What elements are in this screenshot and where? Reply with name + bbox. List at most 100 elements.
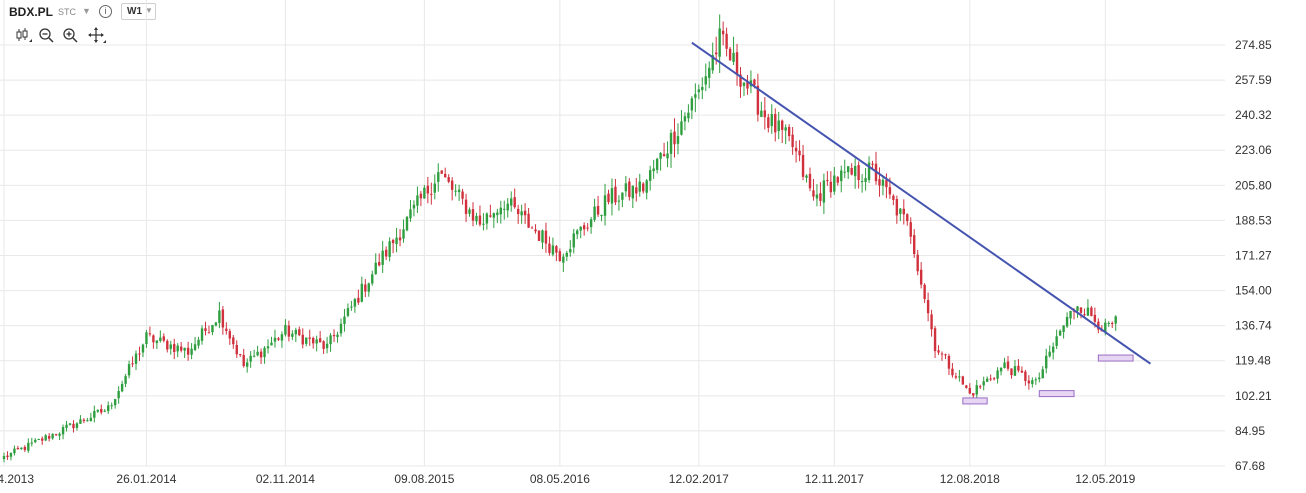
candle-body (888, 187, 892, 195)
crosshair-icon[interactable] (87, 26, 107, 46)
candle-body (666, 153, 669, 159)
candle-body (58, 433, 61, 436)
candle-body (850, 167, 853, 175)
candle-body (906, 214, 909, 222)
info-icon[interactable]: i (99, 5, 112, 18)
candle-body (183, 347, 186, 351)
candle-body (892, 195, 895, 200)
candle-body (944, 354, 947, 356)
candle-body (739, 74, 742, 87)
x-tick-label: 12.11.2017 (805, 472, 864, 486)
candle-body (916, 254, 919, 272)
candle-body (273, 337, 277, 342)
candle-body (51, 433, 54, 439)
candle-body (551, 245, 555, 255)
candle-body (27, 442, 30, 451)
candle-body (221, 309, 225, 328)
trendline (691, 41, 1152, 365)
candle-body (440, 170, 443, 174)
candles (2, 14, 1117, 463)
candle-body (54, 434, 58, 436)
timeframe-select[interactable]: W1 ▼ (121, 3, 156, 20)
candle-body (301, 334, 304, 345)
chevron-down-icon[interactable]: ▼ (82, 6, 91, 16)
candle-body (909, 222, 912, 237)
candle-body (555, 246, 558, 253)
candle-body (989, 378, 992, 380)
candle-body (812, 190, 815, 197)
symbol-label[interactable]: BDX.PL (9, 5, 54, 19)
candle-body (589, 219, 593, 228)
y-tick-label: 102.21 (1235, 389, 1272, 403)
candle-body (291, 333, 294, 337)
candles-icon[interactable] (14, 26, 34, 46)
candle-body (1093, 314, 1097, 322)
candle-body (826, 180, 829, 182)
candle-body (34, 439, 37, 443)
candle-body (1031, 380, 1034, 385)
candle-body (79, 419, 82, 424)
candle-body (1114, 316, 1117, 324)
candle-body (659, 153, 662, 159)
candle-body (676, 136, 680, 144)
y-tick-label: 257.59 (1235, 73, 1272, 87)
candle-body (711, 55, 714, 71)
candle-body (211, 325, 214, 333)
candle-body (753, 79, 756, 86)
y-tick-label: 84.95 (1235, 424, 1265, 438)
candle-body (364, 284, 367, 292)
candle-body (371, 274, 374, 284)
candle-body (968, 388, 971, 394)
candle-body (256, 351, 259, 356)
candle-body (287, 325, 291, 337)
candle-body (513, 197, 516, 208)
candle-body (624, 183, 628, 192)
market-label[interactable]: STC (58, 7, 76, 17)
candle-body (270, 342, 273, 346)
candle-body (412, 204, 416, 209)
candle-body (405, 216, 409, 231)
candle-body (475, 215, 478, 222)
y-tick-label: 223.06 (1235, 143, 1272, 157)
zoom-in-icon[interactable] (61, 26, 81, 46)
candle-body (159, 337, 162, 341)
candle-body (120, 383, 124, 392)
x-tick-label: 08.05.2016 (530, 472, 590, 486)
candle-body (464, 199, 468, 214)
x-tick-label: 26.01.2014 (116, 472, 176, 486)
support-zone (1038, 390, 1075, 398)
candle-body (9, 452, 13, 457)
candle-body (999, 368, 1003, 372)
candle-body (374, 262, 377, 275)
candle-body (471, 209, 475, 221)
candle-body (218, 310, 221, 323)
candle-body (635, 187, 638, 194)
y-tick-label: 274.85 (1235, 38, 1272, 52)
candle-body (972, 393, 975, 396)
x-tick-label: 12.08.2018 (940, 472, 1000, 486)
candle-body (235, 344, 238, 355)
candle-body (780, 120, 784, 130)
candle-body (614, 186, 617, 203)
candle-body (899, 208, 902, 214)
candle-body (523, 210, 527, 216)
candle-body (631, 185, 635, 199)
candle-body (923, 284, 926, 300)
candle-body (652, 168, 655, 172)
candle-body (819, 193, 822, 201)
candle-body (197, 339, 200, 346)
candle-body (89, 417, 93, 422)
candle-body (173, 344, 176, 353)
candle-body (881, 179, 885, 186)
candle-body (145, 332, 148, 345)
candle-body (506, 203, 509, 211)
candle-body (138, 353, 141, 355)
candle-body (343, 316, 346, 324)
zoom-out-icon[interactable] (37, 26, 57, 46)
candle-body (134, 353, 138, 364)
candle-body (544, 230, 548, 244)
candle-body (1076, 306, 1079, 311)
candle-body (454, 190, 457, 192)
overlays (691, 41, 1152, 405)
